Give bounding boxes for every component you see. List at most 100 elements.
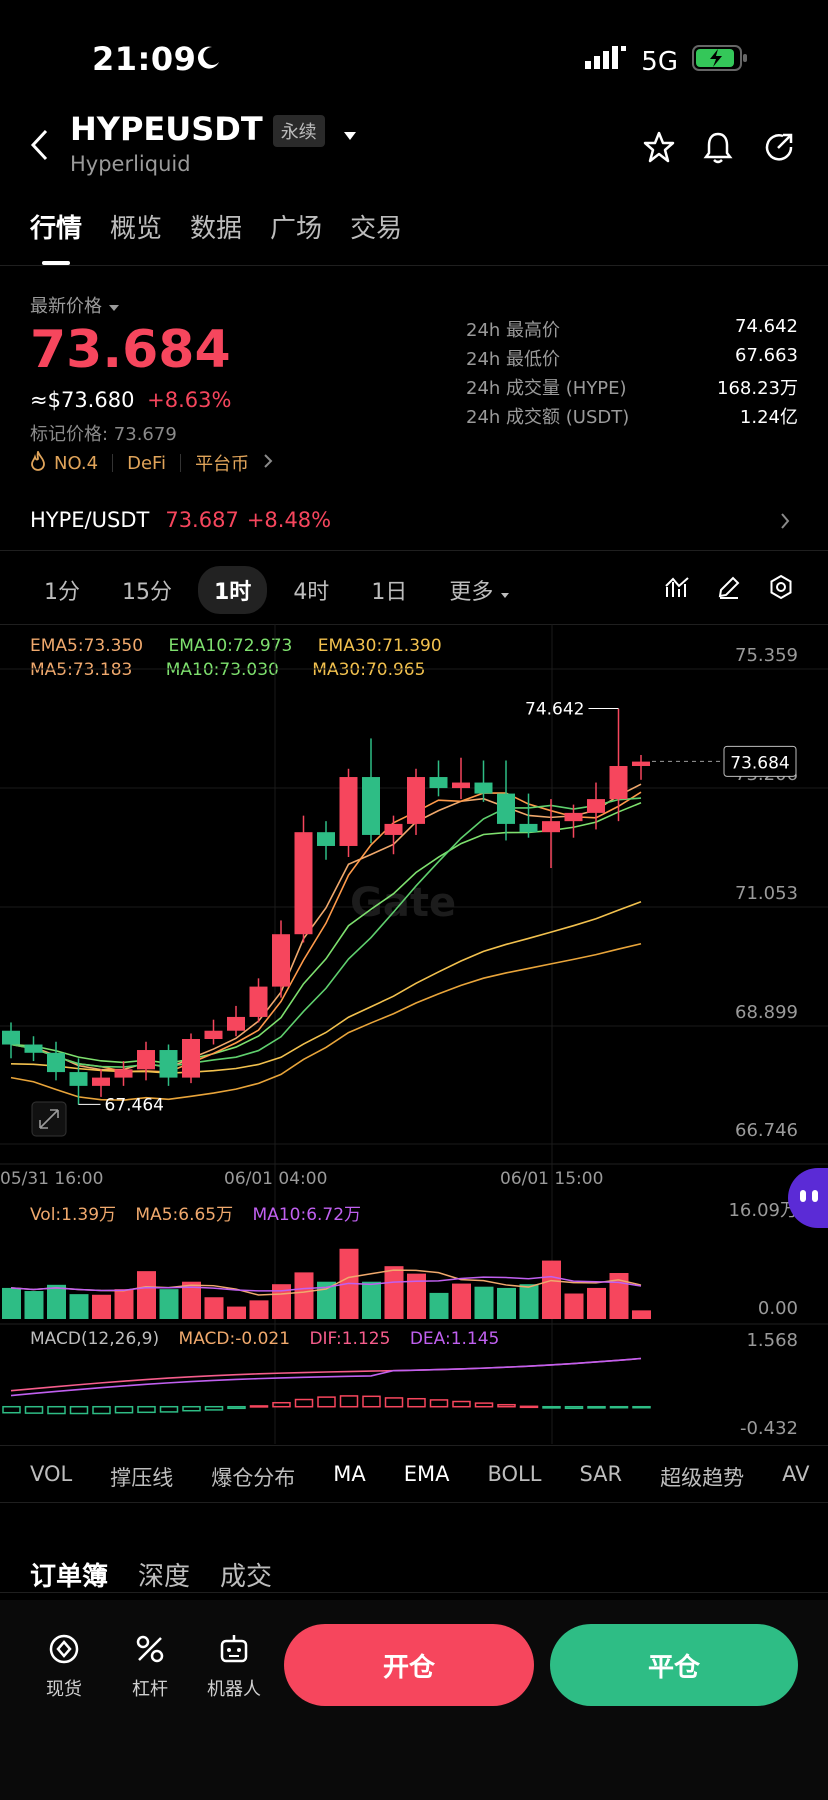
- y-tick-label: 75.359: [735, 645, 798, 666]
- candle-body: [564, 812, 583, 822]
- usd-price: ≈$73.680: [30, 388, 135, 412]
- price-label-text: 最新价格: [30, 296, 102, 317]
- nav-spot-label: 现货: [46, 1679, 82, 1700]
- indicator-icon[interactable]: [664, 574, 690, 604]
- back-icon[interactable]: [28, 128, 50, 166]
- vol-min-label: 0.00: [758, 1298, 798, 1319]
- nav-spot[interactable]: 现货: [24, 1632, 104, 1701]
- leverage-icon: [136, 1635, 164, 1663]
- tf-15m[interactable]: 15分: [122, 580, 172, 605]
- tf-1h[interactable]: 1时: [198, 566, 268, 614]
- candle: [272, 920, 290, 998]
- ind-liquidation[interactable]: 爆仓分布: [211, 1466, 296, 1490]
- star-icon[interactable]: [642, 130, 676, 168]
- tf-more[interactable]: 更多: [433, 566, 526, 614]
- candle-body: [2, 1030, 20, 1045]
- ind-av[interactable]: AV: [782, 1462, 810, 1486]
- candle-body: [362, 777, 380, 835]
- share-icon[interactable]: [762, 130, 796, 168]
- category-tag: DeFi: [127, 452, 167, 474]
- ind-ema[interactable]: EMA: [403, 1462, 450, 1486]
- robot-icon: [220, 1635, 248, 1663]
- ind-supertrend[interactable]: 超级趋势: [660, 1466, 745, 1490]
- ind-ma[interactable]: MA: [333, 1462, 366, 1486]
- candle: [407, 768, 425, 835]
- volume-bar: [2, 1287, 21, 1319]
- close-position-button[interactable]: 平仓: [550, 1624, 798, 1706]
- candle: [182, 1033, 200, 1084]
- open-position-button[interactable]: 开仓: [284, 1624, 534, 1706]
- nav-robot[interactable]: 机器人: [194, 1632, 274, 1701]
- tab-depth[interactable]: 深度: [138, 1562, 191, 1592]
- tf-4h[interactable]: 4时: [293, 580, 330, 605]
- candle-body: [24, 1044, 43, 1053]
- ema10-value: EMA10:72.973: [168, 636, 293, 656]
- vol-ma5: MA5:6.65万: [135, 1205, 234, 1225]
- spot-pair-row[interactable]: HYPE/USDT 73.687 +8.48%: [30, 508, 331, 532]
- macd-bar: [519, 1405, 539, 1409]
- tab-overview[interactable]: 概览: [110, 214, 163, 244]
- tab-market[interactable]: 行情: [30, 208, 82, 265]
- tab-orderbook[interactable]: 订单簿: [30, 1562, 109, 1592]
- settings-icon[interactable]: [768, 574, 794, 604]
- tab-square[interactable]: 广场: [270, 214, 323, 244]
- nav-leverage-label: 杠杆: [132, 1679, 168, 1700]
- macd-bar: [204, 1405, 224, 1411]
- ind-boll[interactable]: BOLL: [487, 1462, 542, 1486]
- candle-body: [632, 761, 650, 767]
- dropdown-icon[interactable]: [342, 112, 358, 150]
- tab-data[interactable]: 数据: [190, 214, 243, 244]
- tab-trade[interactable]: 交易: [350, 214, 403, 244]
- macd-bar: [182, 1405, 201, 1412]
- dea-line: [10, 1357, 642, 1397]
- candle: [519, 793, 538, 838]
- contract-badge: 永续: [272, 115, 325, 147]
- candle: [339, 768, 358, 858]
- candle-body: [407, 777, 425, 824]
- x-tick-label: 06/01 15:00: [500, 1169, 603, 1189]
- candle: [384, 815, 403, 855]
- tf-1m[interactable]: 1分: [44, 580, 80, 605]
- candle: [227, 1005, 245, 1037]
- candle-body: [182, 1038, 200, 1078]
- macd-bar: [92, 1405, 111, 1415]
- ind-vol[interactable]: VOL: [30, 1462, 73, 1486]
- y-tick-label: 71.053: [735, 883, 798, 904]
- timeframe-divider: [0, 624, 828, 625]
- draw-icon[interactable]: [716, 574, 742, 604]
- volume-bar: [407, 1273, 426, 1319]
- signal-icon: [585, 45, 627, 78]
- tag-row[interactable]: NO.4 DeFi 平台币: [30, 448, 273, 476]
- caret-down-icon: [108, 305, 119, 311]
- nav-leverage[interactable]: 杠杆: [110, 1632, 190, 1701]
- volume-bar: [474, 1286, 494, 1319]
- tab-trades[interactable]: 成交: [220, 1562, 273, 1592]
- macd-bar: [272, 1401, 291, 1408]
- macd-bar: [137, 1405, 156, 1414]
- pair-chevron-icon[interactable]: [780, 512, 790, 534]
- tf-1d[interactable]: 1日: [371, 580, 408, 605]
- ma30-line: [10, 942, 642, 1101]
- ma30-value: MA30:70.965: [312, 660, 426, 680]
- price-label[interactable]: 最新价格: [30, 292, 120, 318]
- status-right: 5G: [585, 44, 748, 79]
- macd-bar: [587, 1405, 606, 1409]
- candle-body: [609, 766, 628, 800]
- vol-ma10: MA10:6.72万: [252, 1205, 362, 1225]
- page-title[interactable]: HYPEUSDT 永续: [70, 110, 358, 150]
- y-tick-label: 66.746: [735, 1120, 798, 1141]
- macd-bar: [474, 1402, 494, 1408]
- ind-sar[interactable]: SAR: [579, 1462, 623, 1486]
- candle: [2, 1022, 20, 1059]
- watermark: Gate: [350, 880, 456, 926]
- stat-high: 24h 最高价 74.642: [466, 316, 798, 341]
- macd-bar: [632, 1405, 651, 1409]
- candle-body: [474, 782, 493, 794]
- bell-icon[interactable]: [702, 130, 734, 168]
- ind-support[interactable]: 撑压线: [110, 1466, 174, 1490]
- volume-bar: [137, 1271, 156, 1319]
- macd-value: MACD:-0.021: [178, 1329, 291, 1349]
- floating-assistant-button[interactable]: [788, 1168, 828, 1228]
- macd-bar: [249, 1405, 269, 1408]
